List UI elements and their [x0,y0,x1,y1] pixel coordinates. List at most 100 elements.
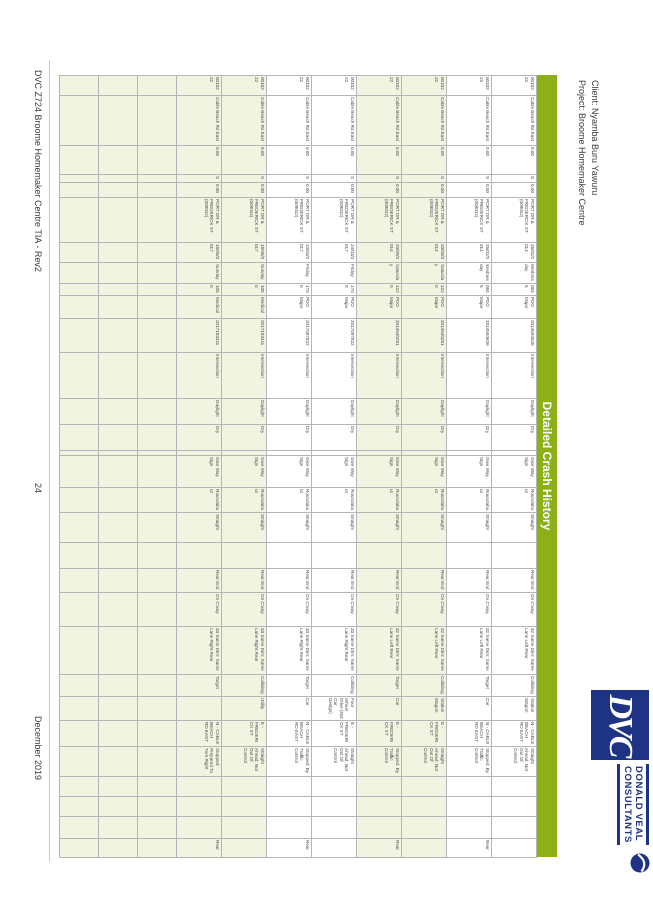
crash-table-cell [59,352,99,399]
crash-table-cell: PORT DR & FREDERICK ST (009012) [356,197,402,243]
crash-table-cell: E - FREDERICK ST [401,720,447,747]
crash-table-row: 00102 22 Cable Beach Rd East 0.00 S 0.00 PORT… [491,75,537,858]
crash-table-cell: 0.00 [266,145,312,175]
crash-table-cell: 00102 22 [356,75,402,96]
crash-table-cell: Roundabout [491,487,537,513]
crash-table-cell: N - CABLE BEACH RD EAST [176,720,222,747]
crash-table-cell [98,746,138,777]
crash-table-cell: PORT DR & FREDERICK ST (009012) [401,197,447,243]
crash-table-cell [59,197,99,243]
crash-table-cell: 00102 22 [311,75,357,96]
crash-table-cell: E - FREDERICK ST [221,720,267,747]
crash-table-cell [98,398,138,425]
crash-table-cell: 0.00 [491,145,537,175]
crash-table-cell: 26/02/2014 [446,242,492,263]
crash-table-cell: PDO Major [356,295,402,319]
crash-table-cell [137,398,177,425]
crash-table-cell: 32 Same Dirn: Same Lane Left Rear [401,626,447,675]
crash-table-wrapper: 00102 22 Cable Beach Rd East 0.00 S 0.00 PORT… [59,75,537,858]
crash-table-cell: S [266,174,312,183]
crash-table-cell [311,796,357,817]
crash-table-cell: Intersection [446,352,492,399]
crash-table-cell [59,776,99,797]
crash-table-cell: 32 Same Dirn: Same Lane Left Rear [491,626,537,675]
crash-table-cell [98,283,138,296]
crash-table-cell: 0845 [446,283,492,296]
crash-table-cell: N - CABLE BEACH RD EAST [491,720,537,747]
crash-table-cell: Straight Ahead: Not Out Of Control [491,746,537,777]
crash-table-cell [356,816,402,839]
crash-table-cell: Straight Ahead: Not Out Of Control [401,746,447,777]
crash-table-cell: 26/02/2014 [491,242,537,263]
crash-table-cell: Straight [491,512,537,543]
crash-table-row: 00102 22 Cable Beach Rd East 0.00 S 0.00 PORT… [221,75,267,858]
crash-table-cell: Rear End [221,568,267,593]
crash-table-cell: Cable Beach Rd East [176,95,222,146]
crash-table-cell: Straight [266,512,312,543]
crash-table-cell: 0.00 [221,182,267,198]
crash-table: 00102 22 Cable Beach Rd East 0.00 S 0.00 PORT… [59,75,537,858]
crash-table-cell [137,352,177,399]
crash-table-cell: Rear End [311,568,357,593]
crash-table-cell: Medical [221,295,267,319]
crash-table-cell: PDO Major [401,295,447,319]
crash-table-cell [137,424,177,451]
footer-document-title: DVC Z724 Broome Homemaker Centre TIA - R… [33,70,43,272]
crash-table-cell: 0.00 [176,145,222,175]
crash-table-cell [59,455,99,488]
crash-table-cell: Rear [266,838,312,858]
crash-table-cell: Rear End [176,568,222,593]
crash-table-cell: Target [356,674,402,697]
crash-table-cell: S [221,174,267,183]
crash-table-cell [137,816,177,839]
crash-table-cell: 0.00 [446,182,492,198]
crash-table-cell: Sunday [221,262,267,284]
crash-table-cell: S [176,174,222,183]
crash-table-cell: Rear End [356,568,402,593]
crash-table-cell: Stopped: By Traffic Control [446,746,492,777]
crash-table-cell: 18/06/2017 [176,242,222,263]
crash-table-cell: 2014594626 [491,318,537,353]
crash-table-cell: Give Way Sign [401,455,447,488]
crash-table-cell [98,95,138,146]
crash-table-cell: On C'way [266,592,312,627]
crash-table-cell [59,487,99,513]
crash-table-cell: 0.00 [311,145,357,175]
crash-table-cell: E - FREDERICK ST [356,720,402,747]
crash-table-cell: 24/03/2017 [311,242,357,263]
crash-table-cell: Cable Beach Rd East [221,95,267,146]
crash-table-cell [137,262,177,284]
dvc-logo: DVC DONALD VEAL CONSULTANTS [591,690,649,845]
crash-table-cell [137,746,177,777]
dvc-logo-name-line2: CONSULTANTS [622,766,633,843]
dvc-logo-text: DONALD VEAL CONSULTANTS [617,764,649,845]
crash-table-cell [59,674,99,697]
crash-table-cell: PORT DR & FREDERICK ST (009012) [266,197,312,243]
crash-table-row: 00102 22 Cable Beach Rd East 0.00 S 0.00 PORT… [176,75,222,858]
crash-table-cell [266,796,312,817]
crash-table-cell [356,796,402,817]
client-line: Client: Nyamba Buru Yawuru [590,80,600,196]
crash-table-cell: Saturday [356,262,402,284]
crash-table-cell: Dry [176,424,222,451]
crash-table-cell: Straight Ahead: Not Out Of Control [221,746,267,777]
crash-table-cell [59,295,99,319]
crash-table-cell [98,145,138,175]
crash-table-cell [59,720,99,747]
crash-table-cell: Intersection [221,352,267,399]
crash-table-cell [98,487,138,513]
crash-table-cell: N - CABLE BEACH RD EAST [446,720,492,747]
crash-table-cell [98,512,138,543]
crash-table-cell: Daylight [266,398,312,425]
crash-table-cell: Give Way Sign [221,455,267,488]
crash-table-row [137,75,177,858]
crash-table-cell: Daylight [221,398,267,425]
crash-table-cell: E - FREDERICK ST [311,720,357,747]
crash-table-cell: Medical [176,295,222,319]
crash-table-cell [137,75,177,96]
crash-table-cell [446,816,492,839]
crash-table-cell [59,626,99,675]
crash-table-cell [59,398,99,425]
crash-table-cell: Rear [356,838,402,858]
crash-table-cell: Straight [446,512,492,543]
